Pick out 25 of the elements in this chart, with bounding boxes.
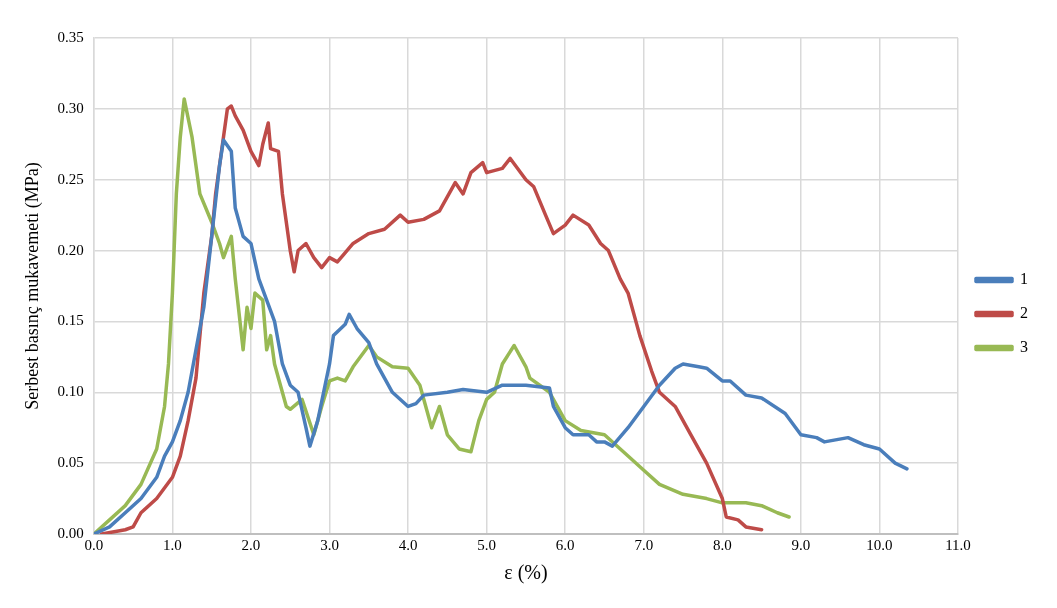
x-tick-label: 4.0 <box>398 536 418 553</box>
x-tick-label: 0.0 <box>84 536 104 553</box>
legend-label: 1 <box>1020 270 1028 288</box>
y-tick-label: 0.30 <box>57 99 84 116</box>
y-tick-label: 0.35 <box>57 28 84 45</box>
y-axis-title: Serbest basınç mukavemeti (MPa) <box>21 162 43 410</box>
legend-label: 3 <box>1020 338 1028 356</box>
y-tick-label: 0.20 <box>57 241 84 258</box>
x-tick-label: 9.0 <box>791 536 811 553</box>
x-tick-label: 11.0 <box>945 536 971 553</box>
x-axis-title: ε (%) <box>504 561 548 585</box>
y-tick-label: 0.15 <box>57 312 84 329</box>
x-tick-label: 1.0 <box>163 536 182 553</box>
y-tick-label: 0.05 <box>57 454 84 471</box>
x-tick-label: 7.0 <box>634 536 654 553</box>
x-tick-label: 10.0 <box>866 536 893 553</box>
x-tick-label: 8.0 <box>712 536 732 553</box>
x-tick-label: 3.0 <box>320 536 339 553</box>
x-tick-label: 5.0 <box>477 536 497 553</box>
y-tick-label: 0.00 <box>57 524 84 541</box>
x-tick-label: 2.0 <box>241 536 261 553</box>
legend-label: 2 <box>1020 304 1028 322</box>
y-tick-label: 0.10 <box>57 383 84 400</box>
y-tick-label: 0.25 <box>57 170 84 187</box>
x-tick-label: 6.0 <box>555 536 575 553</box>
